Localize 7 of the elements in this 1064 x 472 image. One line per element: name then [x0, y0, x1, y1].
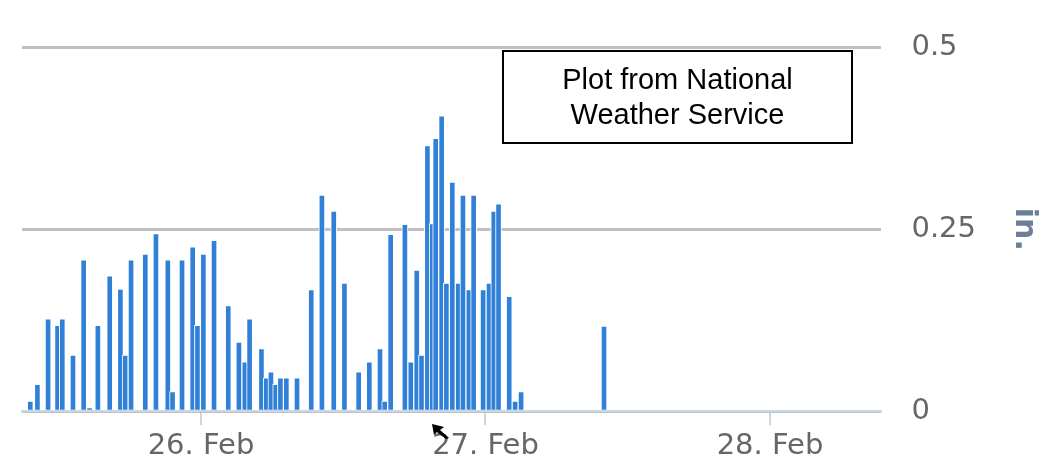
y-tick-label: 0.5	[911, 27, 958, 62]
y-axis-title: in.	[1009, 207, 1045, 251]
x-tick-label: 28. Feb	[716, 427, 824, 462]
annotation: Plot from National Weather Service	[502, 50, 853, 144]
y-tick-label: 0.25	[911, 209, 977, 244]
x-tick-label: 26. Feb	[147, 427, 255, 462]
y-tick-label: 0	[911, 391, 930, 426]
